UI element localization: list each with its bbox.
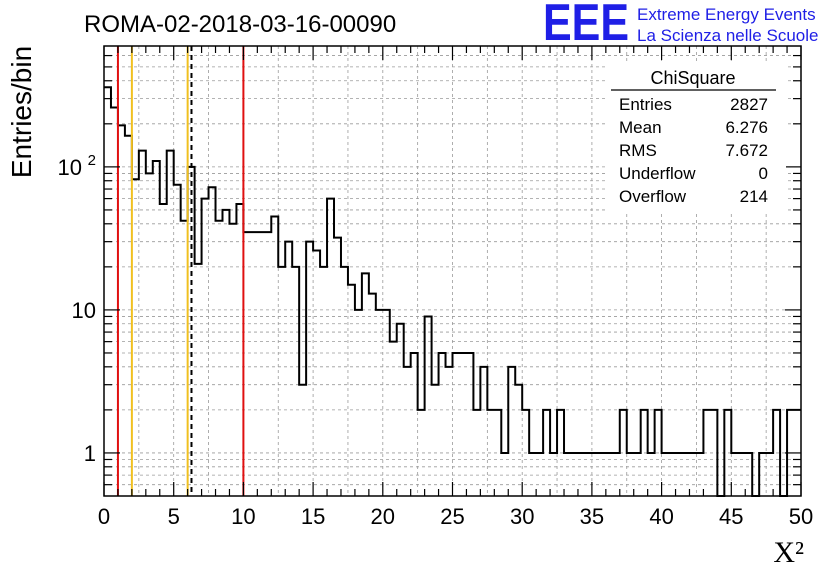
stats-title: ChiSquare: [650, 68, 735, 88]
axis-ticks: 0 5 10 15 20 25 30 35 40 45 50 1 10 10 2: [58, 46, 813, 529]
x-tick-label: 50: [789, 504, 813, 529]
stats-label: Underflow: [619, 164, 696, 183]
x-tick-label: 10: [231, 504, 255, 529]
chart-title: ROMA-02-2018-03-16-00090: [84, 11, 396, 38]
y-tick-label: 1: [84, 441, 96, 466]
x-tick-label: 30: [510, 504, 534, 529]
x-tick-label: 35: [580, 504, 604, 529]
eee-logo: EEE Extreme Energy Events La Scienza nel…: [543, 0, 818, 52]
logo-line1: Extreme Energy Events: [637, 5, 816, 24]
x-tick-label: 0: [98, 504, 110, 529]
stats-label: Entries: [619, 95, 672, 114]
y-tick-label: 10: [58, 155, 82, 180]
logo-mark: EEE: [543, 0, 629, 52]
stats-value: 2827: [730, 95, 768, 114]
x-axis-label: X²: [773, 536, 804, 569]
stats-value: 7.672: [725, 141, 768, 160]
logo-line2: La Scienza nelle Scuole: [637, 26, 818, 45]
y-axis-label: Entries/bin: [6, 46, 37, 178]
histogram-outline: [104, 86, 801, 497]
x-tick-label: 40: [649, 504, 673, 529]
y-tick-label: 10: [72, 298, 96, 323]
grid-lines: [104, 46, 801, 496]
x-tick-label: 5: [168, 504, 180, 529]
stats-label: RMS: [619, 141, 657, 160]
histogram-bars: [104, 86, 801, 497]
reference-lines: [116, 46, 245, 496]
x-tick-label: 15: [301, 504, 325, 529]
stats-value: 0: [759, 164, 768, 183]
stats-box: ChiSquare Entries 2827 Mean 6.276 RMS 7.672 Un…: [606, 64, 786, 212]
x-tick-label: 45: [719, 504, 743, 529]
stats-label: Mean: [619, 118, 662, 137]
y-tick-exponent: 2: [88, 152, 96, 169]
stats-value: 6.276: [725, 118, 768, 137]
stats-label: Overflow: [619, 187, 687, 206]
stats-value: 214: [740, 187, 768, 206]
x-tick-label: 20: [371, 504, 395, 529]
x-tick-label: 25: [440, 504, 464, 529]
